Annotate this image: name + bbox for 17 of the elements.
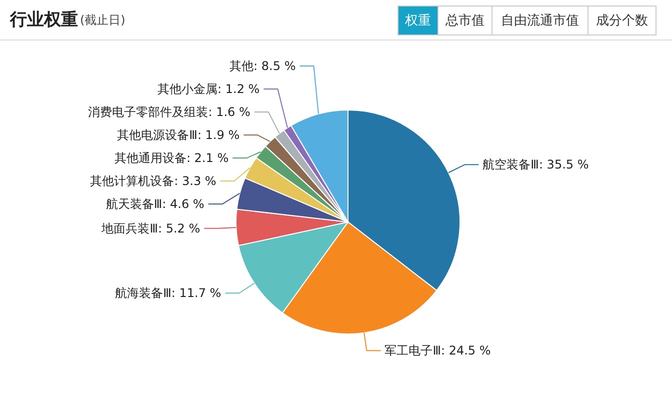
slice-label: 其他电源设备Ⅲ: 1.9 % [117,128,240,142]
slice-label: 消费电子零部件及组装: 1.6 % [88,105,250,120]
text: 总市值 [444,14,484,28]
slice-label: 其他通用设备: 2.1 % [114,151,229,166]
chart-title: 行业权重 [9,10,78,30]
slice-label: 军工电子Ⅲ: 24.5 % [384,344,491,358]
slice-label: 其他计算机设备: 3.3 % [90,174,216,188]
text: 自由流通市值 [501,12,579,28]
slice-label: 航海装备Ⅲ: 11.7 % [115,286,222,300]
slice-label: 航天装备Ⅲ: 4.6 % [106,197,204,212]
chart-subtitle: (截止日) [80,13,126,27]
slice-label: 航空装备Ⅲ: 35.5 % [482,158,589,172]
text: 权重 [404,14,431,28]
text: 成分个数 [596,14,648,28]
slice-label: 地面兵装Ⅲ: 5.2 % [100,221,200,236]
slice-label: 其他小金属: 1.2 % [158,82,260,96]
slice-label: 其他: 8.5 % [230,59,296,74]
